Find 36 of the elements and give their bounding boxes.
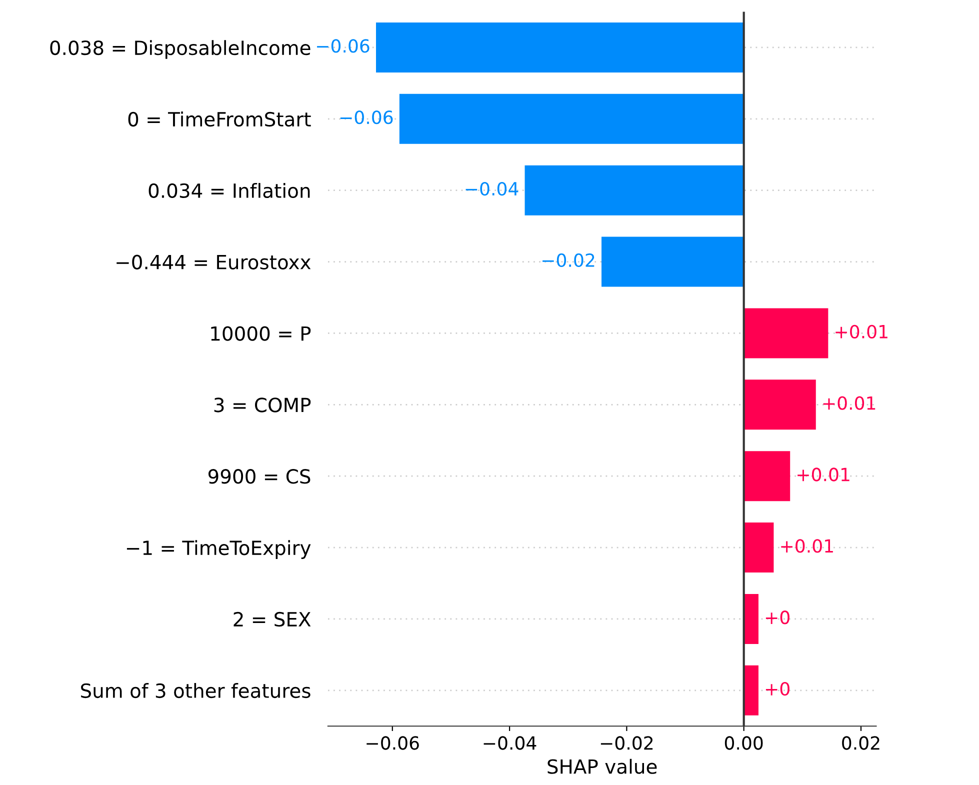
- bar: [744, 380, 816, 430]
- y-tick-label: 9900 = CS: [208, 469, 310, 484]
- data-label: −0.04: [466, 182, 518, 196]
- data-label: −0.02: [542, 253, 594, 268]
- data-label: +0.01: [781, 539, 833, 553]
- bar: [744, 308, 828, 358]
- bar: [744, 451, 790, 502]
- bar: [744, 665, 758, 716]
- y-tick-label: Sum of 3 other features: [81, 683, 310, 698]
- y-tick-label: 2 = SEX: [234, 612, 311, 627]
- y-tick-label: 0.038 = DisposableIncome: [50, 40, 310, 59]
- data-label: +0.01: [823, 396, 876, 410]
- x-axis-title: SHAP value: [548, 758, 657, 774]
- x-tick-label: 0.00: [724, 736, 763, 750]
- data-label: −0.06: [340, 110, 393, 124]
- bar: [744, 522, 774, 573]
- data-label: +0: [766, 610, 790, 624]
- y-tick-label: −0.444 = Eurostoxx: [116, 254, 311, 270]
- bar: [399, 94, 744, 144]
- x-tick-label: −0.06: [366, 736, 419, 750]
- data-label: +0: [766, 682, 790, 696]
- bar: [744, 594, 758, 644]
- y-tick-label: 0.034 = Inflation: [148, 182, 310, 198]
- x-tick-label: −0.04: [484, 736, 536, 750]
- y-tick-label: 3 = COMP: [214, 398, 311, 412]
- x-tick-label: −0.02: [600, 736, 653, 750]
- bar: [376, 22, 744, 72]
- y-tick-label: −1 = TimeToExpiry: [126, 540, 311, 559]
- data-label: +0.01: [836, 324, 888, 338]
- bar: [524, 165, 744, 216]
- x-tick-label: 0.02: [842, 736, 880, 750]
- y-tick-label: 0 = TimeFromStart: [128, 112, 311, 127]
- y-tick-label: 10000 = P: [211, 326, 311, 341]
- bar: [602, 236, 744, 287]
- data-label: −0.06: [317, 39, 370, 53]
- data-label: +0.01: [798, 468, 850, 482]
